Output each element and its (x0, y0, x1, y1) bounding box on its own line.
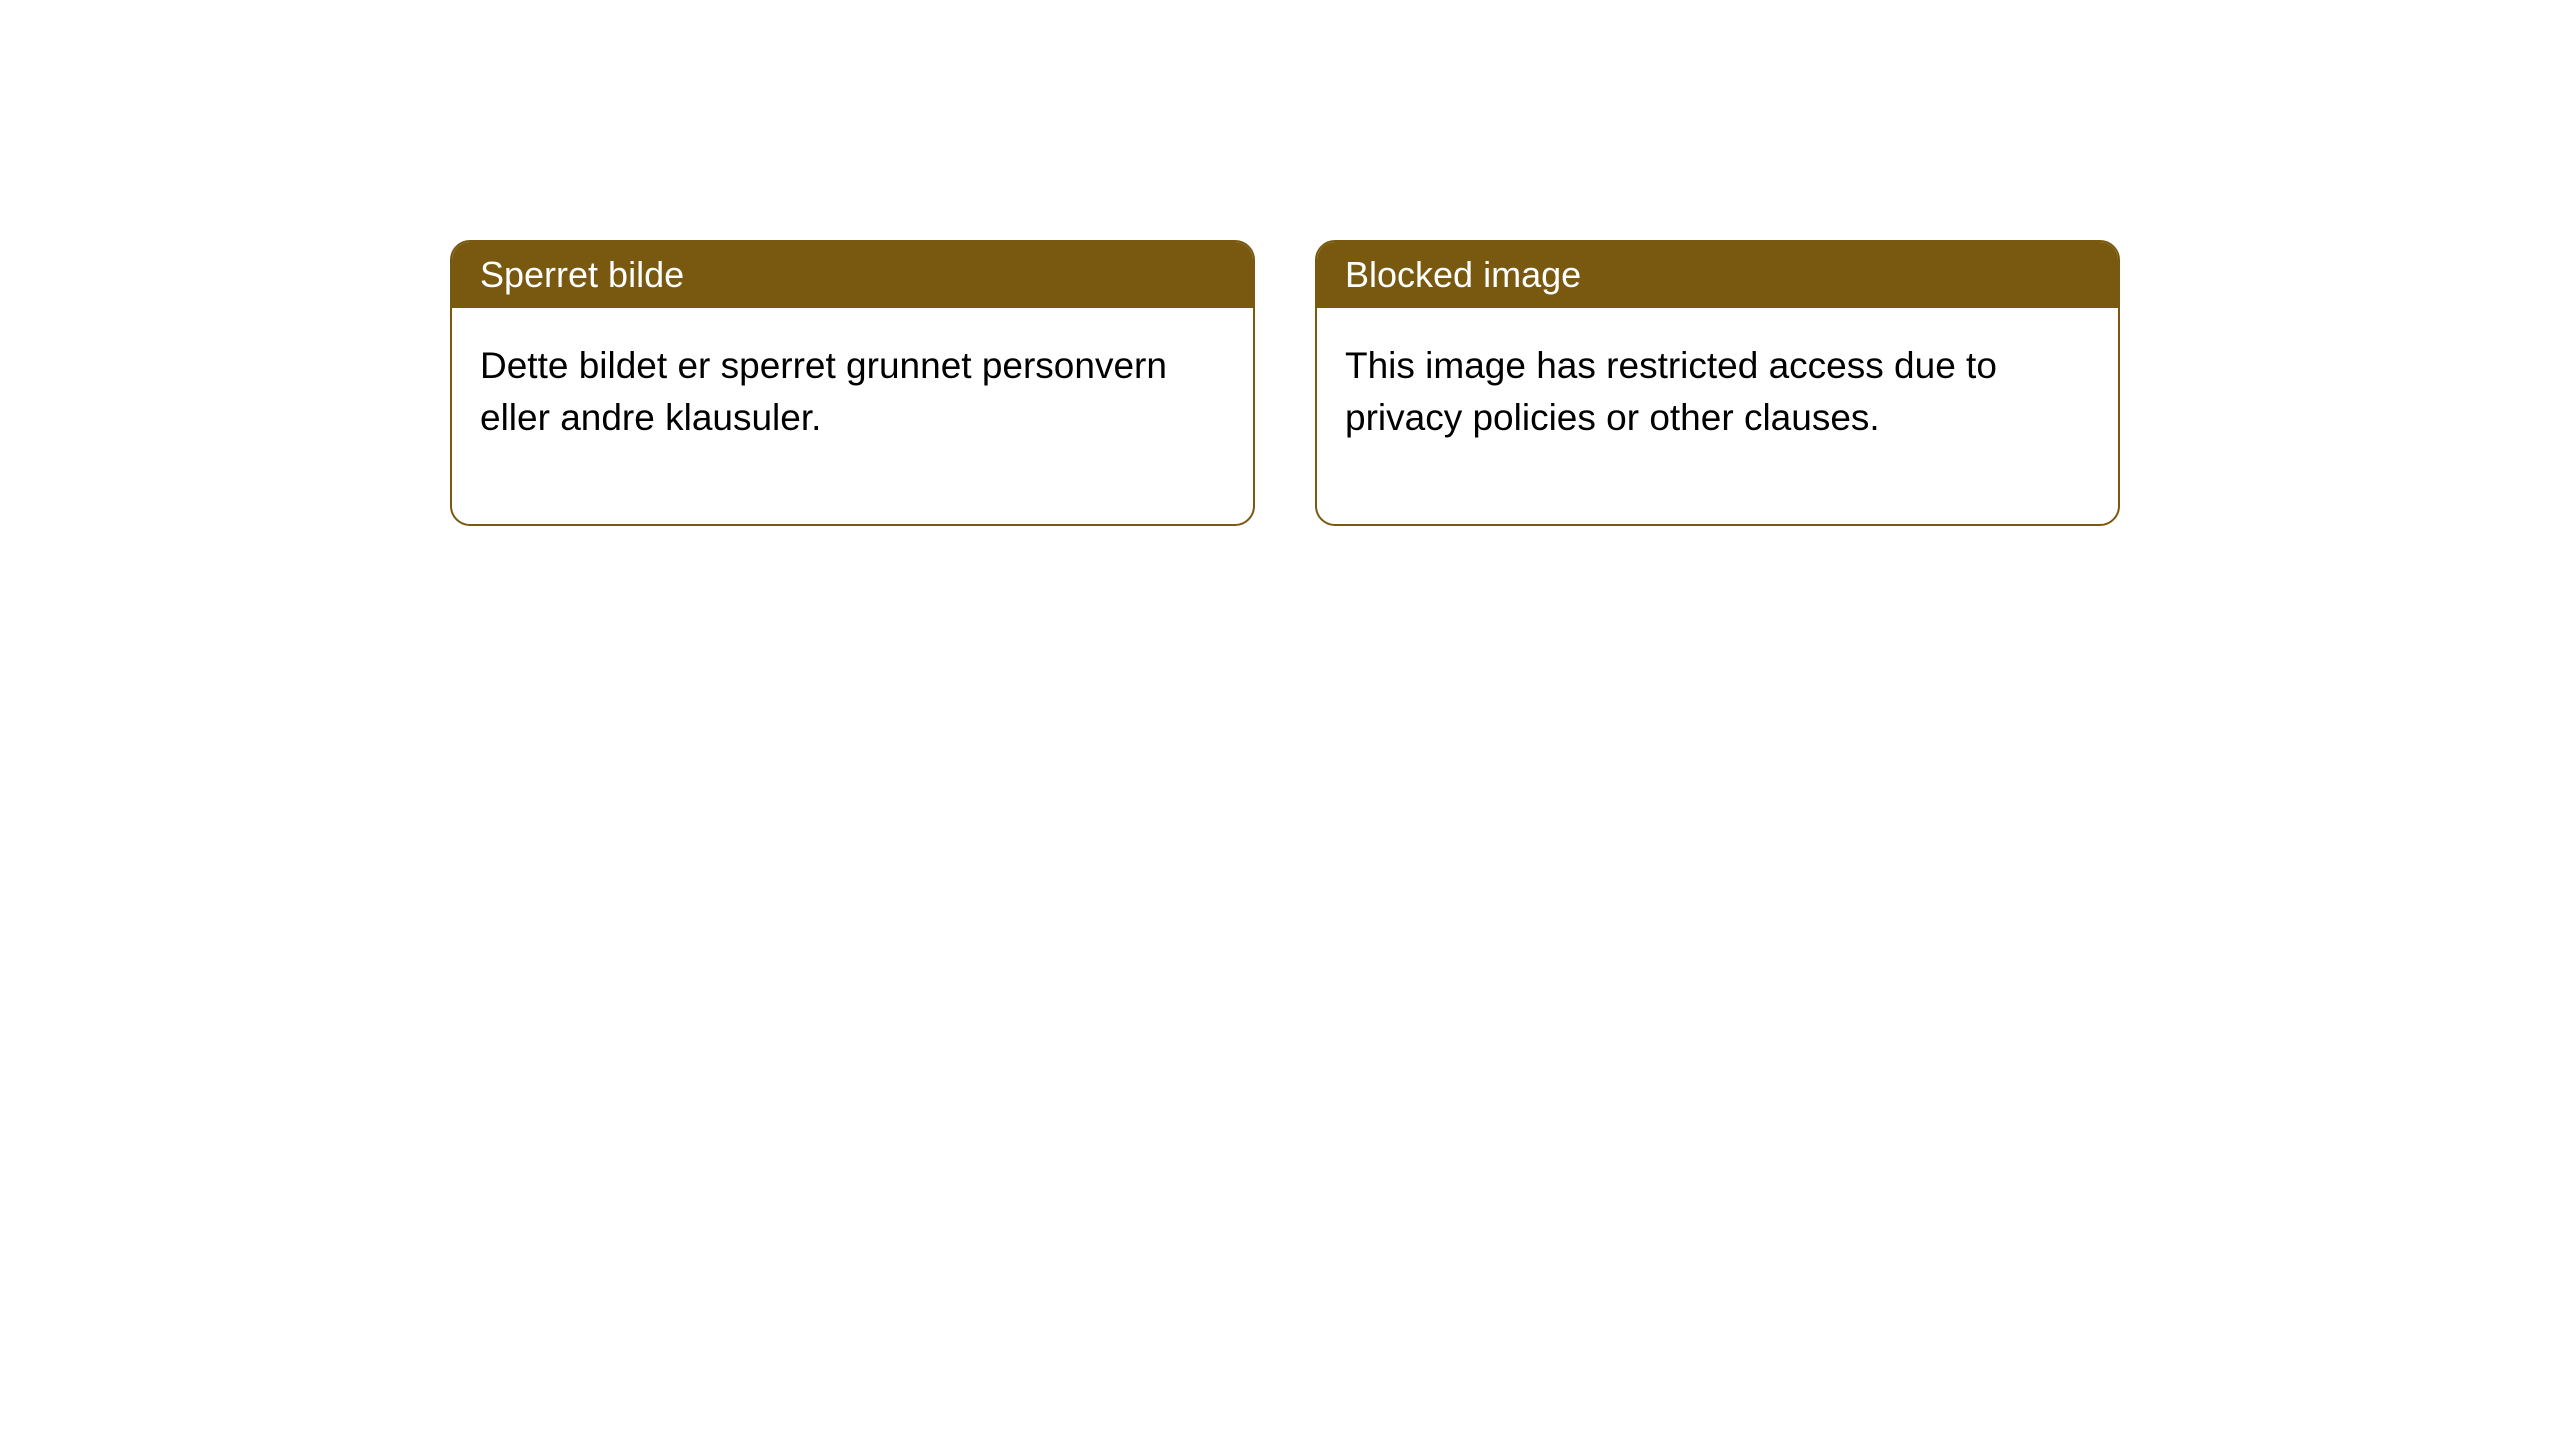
card-body-no: Dette bildet er sperret grunnet personve… (452, 308, 1253, 524)
cards-container: Sperret bilde Dette bildet er sperret gr… (0, 0, 2560, 526)
blocked-image-card-no: Sperret bilde Dette bildet er sperret gr… (450, 240, 1255, 526)
card-body-en: This image has restricted access due to … (1317, 308, 2118, 524)
card-title-en: Blocked image (1317, 242, 2118, 308)
card-title-no: Sperret bilde (452, 242, 1253, 308)
blocked-image-card-en: Blocked image This image has restricted … (1315, 240, 2120, 526)
